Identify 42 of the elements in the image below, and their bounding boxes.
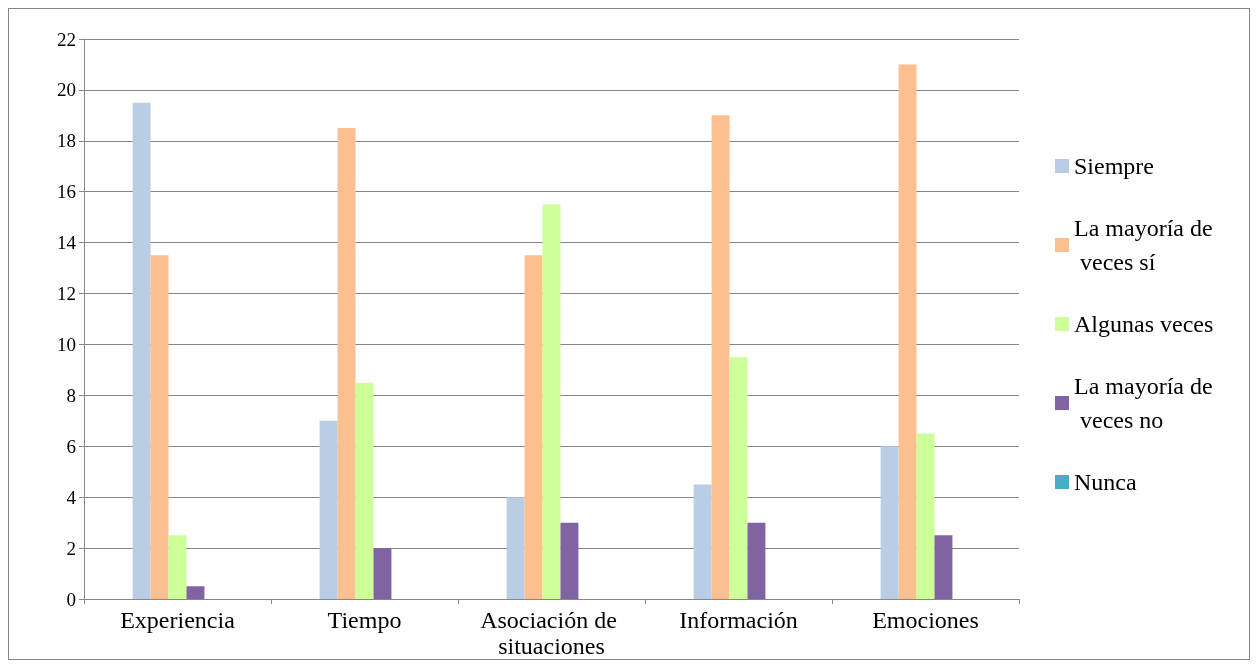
bar	[711, 115, 730, 599]
x-tick-label: Información	[679, 607, 798, 633]
bar	[355, 382, 374, 599]
bar	[168, 535, 187, 599]
legend-label: Algunas veces	[1074, 311, 1214, 337]
x-tick-label: Emociones	[872, 607, 979, 633]
legend-label: La mayoría de veces sí	[1074, 215, 1213, 275]
bar	[506, 497, 525, 599]
bar	[880, 446, 899, 599]
y-tick-label: 6	[66, 435, 76, 457]
bar	[319, 420, 338, 599]
legend-label: Siempre	[1074, 153, 1154, 179]
legend-label: Nunca	[1074, 469, 1137, 495]
legend-label: La mayoría de veces no	[1074, 373, 1213, 433]
bar	[542, 204, 561, 599]
bar	[186, 586, 205, 599]
y-tick-label: 20	[57, 79, 76, 101]
x-tick-label: Experiencia	[120, 607, 236, 633]
bar	[916, 433, 935, 599]
y-tick-label: 10	[57, 333, 76, 355]
bar	[934, 535, 953, 599]
y-tick-label: 14	[57, 232, 77, 254]
bar	[150, 255, 169, 599]
y-tick-label: 12	[57, 283, 76, 305]
y-tick-label: 18	[57, 130, 76, 152]
y-tick-label: 4	[66, 486, 77, 508]
y-tick-label: 8	[66, 384, 76, 406]
x-tick-label: Asociación de situaciones	[480, 607, 623, 659]
bar	[373, 548, 392, 599]
bar	[693, 484, 712, 599]
bar	[132, 102, 151, 599]
y-tick-label: 2	[66, 537, 76, 559]
y-tick-label: 22	[57, 28, 76, 50]
bar	[747, 522, 766, 599]
x-tick-label: Tiempo	[327, 607, 402, 633]
bar	[337, 128, 356, 599]
bar	[560, 522, 579, 599]
bar	[898, 64, 917, 599]
y-tick-label: 0	[66, 588, 76, 610]
y-tick-label: 16	[57, 181, 76, 203]
bar	[729, 357, 748, 599]
bar	[524, 255, 543, 599]
